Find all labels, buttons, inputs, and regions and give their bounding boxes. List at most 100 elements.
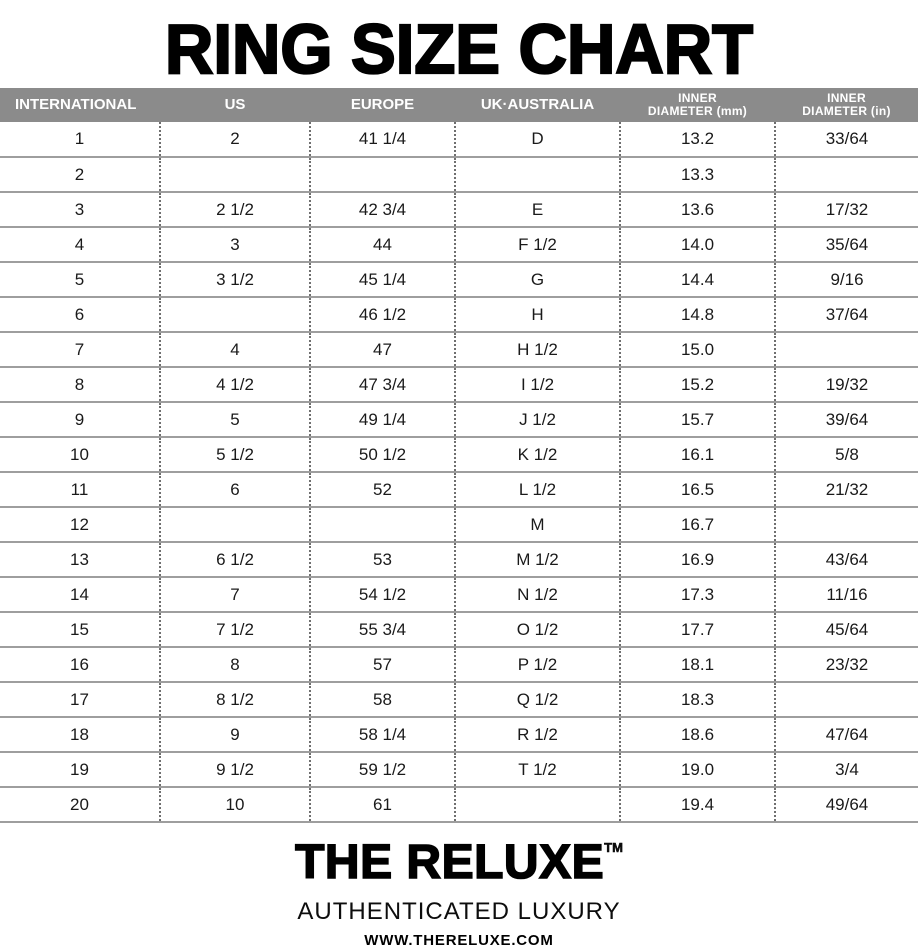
footer: THE RELUXETM AUTHENTICATED LUXURY WWW.TH…	[0, 824, 918, 949]
table-row: 5 3 1/2 45 1/4 G 14.4 9/16	[0, 262, 918, 297]
table-row: 3 2 1/2 42 3/4 E 13.6 17/32	[0, 192, 918, 227]
table-cell: 33/64	[774, 122, 918, 157]
table-cell: 45/64	[774, 612, 918, 647]
table-cell: 4 1/2	[159, 367, 310, 402]
brand-line: THE RELUXETM	[0, 824, 918, 898]
table-cell	[309, 507, 455, 542]
trademark-symbol: TM	[604, 840, 623, 856]
table-cell: 47 3/4	[309, 367, 455, 402]
table-row: 11 6 52 L 1/2 16.5 21/32	[0, 472, 918, 507]
table-cell: 9/16	[774, 262, 918, 297]
table-cell: 7	[159, 577, 310, 612]
table-cell: 37/64	[774, 297, 918, 332]
table-cell: 18.3	[619, 682, 775, 717]
table-cell: 2	[74, 164, 85, 184]
table-row: 18 9 58 1/4 R 1/2 18.6 47/64	[0, 717, 918, 752]
table-cell: 2	[159, 122, 310, 157]
table-cell: 46 1/2	[309, 297, 455, 332]
table-cell: 13.3	[619, 157, 775, 192]
table-row: 14 7 54 1/2 N 1/2 17.3 11/16	[0, 577, 918, 612]
table-cell: 16	[70, 654, 89, 674]
table-cell: 54 1/2	[309, 577, 455, 612]
table-cell: 47/64	[774, 717, 918, 752]
table-cell: 59 1/2	[309, 752, 455, 787]
table-row: 16 8 57 P 1/2 18.1 23/32	[0, 647, 918, 682]
table-cell: 49/64	[774, 787, 918, 822]
table-row: 19 9 1/2 59 1/2 T 1/2 19.0 3/4	[0, 752, 918, 787]
table-cell: 6 1/2	[159, 542, 310, 577]
table-cell	[159, 157, 310, 192]
table-cell: 19	[70, 759, 89, 779]
table-cell: 23/32	[774, 647, 918, 682]
ring-size-chart-page: RING SIZE CHART INTERNATIONAL US EUROPE UK·…	[0, 10, 918, 949]
table-cell: 7	[74, 339, 85, 359]
table-cell: 1	[74, 129, 85, 148]
table-row: 1 2 41 1/4 D 13.2 33/64	[0, 122, 918, 157]
table-cell: 6	[159, 472, 310, 507]
table-cell: I 1/2	[454, 367, 620, 402]
table-cell: 14.4	[619, 262, 775, 297]
table-row: 10 5 1/2 50 1/2 K 1/2 16.1 5/8	[0, 437, 918, 472]
column-header: US	[160, 88, 310, 122]
table-cell: 15	[70, 619, 89, 639]
table-cell	[309, 157, 455, 192]
table-cell: 7 1/2	[159, 612, 310, 647]
table-row: 9 5 49 1/4 J 1/2 15.7 39/64	[0, 402, 918, 437]
column-header: INTERNATIONAL	[0, 88, 160, 122]
table-cell: 18.6	[619, 717, 775, 752]
table-cell: H 1/2	[454, 332, 620, 367]
table-cell: 15.2	[619, 367, 775, 402]
table-cell: 8 1/2	[159, 682, 310, 717]
table-cell: 5/8	[774, 437, 918, 472]
table-cell: 21/32	[774, 472, 918, 507]
table-cell: 14.8	[619, 297, 775, 332]
table-cell: 3	[74, 199, 85, 219]
table-cell: 10	[70, 444, 89, 464]
table-row: 13 6 1/2 53 M 1/2 16.9 43/64	[0, 542, 918, 577]
table-cell: J 1/2	[454, 402, 620, 437]
table-cell: L 1/2	[454, 472, 620, 507]
table-cell: E	[454, 192, 620, 227]
table-cell	[159, 507, 310, 542]
table-cell	[774, 682, 918, 717]
table-cell	[454, 787, 620, 822]
table-cell: 52	[309, 472, 455, 507]
table-cell: 5	[159, 402, 310, 437]
table-cell: 19.0	[619, 752, 775, 787]
table-cell: 16.9	[619, 542, 775, 577]
table-cell: 20	[70, 794, 89, 814]
table-cell: 16.5	[619, 472, 775, 507]
page-title: RING SIZE CHART	[164, 10, 754, 89]
table-row: 7 4 47 H 1/2 15.0	[0, 332, 918, 367]
table-cell: M 1/2	[454, 542, 620, 577]
table-row: 17 8 1/2 58 Q 1/2 18.3	[0, 682, 918, 717]
table-cell: F 1/2	[454, 227, 620, 262]
table-cell: 14.0	[619, 227, 775, 262]
table-cell: 3	[159, 227, 310, 262]
table-cell: 49 1/4	[309, 402, 455, 437]
column-header: INNER DIAMETER (in)	[775, 88, 918, 122]
table-cell: 8	[159, 647, 310, 682]
table-cell: 16.1	[619, 437, 775, 472]
table-cell: 43/64	[774, 542, 918, 577]
table-cell: 5 1/2	[159, 437, 310, 472]
table-cell: Q 1/2	[454, 682, 620, 717]
table-cell: M	[454, 507, 620, 542]
table-cell: 47	[309, 332, 455, 367]
table-cell: 58 1/4	[309, 717, 455, 752]
table-cell: T 1/2	[454, 752, 620, 787]
table-cell: 17	[70, 689, 89, 709]
table-cell: O 1/2	[454, 612, 620, 647]
table-cell: D	[454, 122, 620, 157]
table-cell	[774, 507, 918, 542]
table-cell: 44	[309, 227, 455, 262]
table-row: 4 3 44 F 1/2 14.0 35/64	[0, 227, 918, 262]
brand-website: WWW.THERELUXE.COM	[364, 932, 554, 949]
table-cell: N 1/2	[454, 577, 620, 612]
table-row: 20 10 61 19.4 49/64	[0, 787, 918, 822]
ring-size-table: INTERNATIONAL US EUROPE UK·AUSTRALIA INNER D…	[0, 88, 918, 823]
table-cell: 10	[159, 787, 310, 822]
table-cell: 15.7	[619, 402, 775, 437]
table-cell: 13.6	[619, 192, 775, 227]
table-cell: 17.7	[619, 612, 775, 647]
